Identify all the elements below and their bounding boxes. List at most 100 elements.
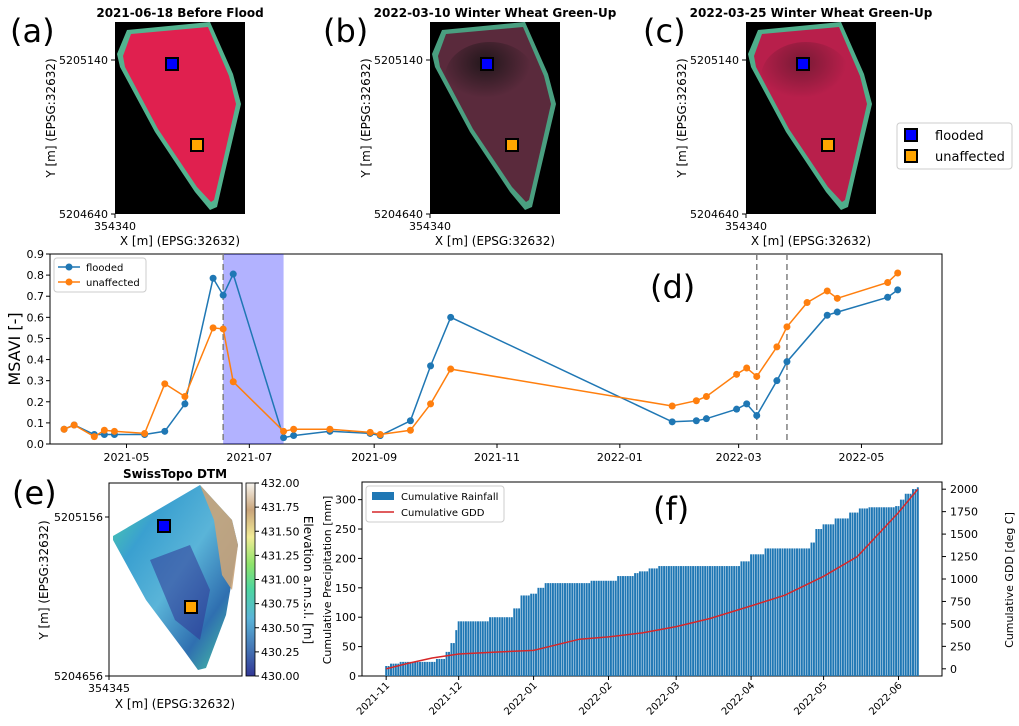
rainfall-bar (916, 487, 919, 676)
rainfall-bar (462, 621, 465, 676)
data-point-flooded (427, 362, 435, 370)
rainfall-bar (469, 621, 472, 676)
rainfall-bar (709, 566, 711, 676)
y-tick-label: 0.5 (27, 332, 45, 345)
rainfall-bar (573, 583, 576, 676)
point-legend: flooded unaffected (896, 122, 1013, 170)
rainfall-bar (460, 621, 463, 676)
flooded-marker (480, 57, 494, 71)
x-tick-label: 2021-09 (351, 451, 397, 464)
data-point-unaffected (326, 425, 334, 433)
rainfall-bar (457, 621, 460, 676)
rainfall-bar (701, 566, 704, 676)
x-tick-label: 2022-04 (720, 680, 757, 717)
rainfall-bar (655, 568, 658, 676)
rainfall-bar (568, 583, 571, 676)
x-tick-label: 2022-05 (792, 680, 829, 717)
rainfall-bar (530, 593, 533, 676)
rainfall-bar (547, 583, 550, 676)
y-tick-label: 200 (335, 552, 356, 565)
rainfall-bar (682, 566, 685, 676)
data-point-flooded (406, 417, 414, 425)
flood-period-span (223, 254, 284, 444)
rainfall-bar (764, 548, 767, 676)
data-point-unaffected (161, 380, 169, 388)
rainfall-bar (646, 571, 649, 676)
colorbar-tick-label: 430.25 (261, 646, 300, 659)
series-line-unaffected (63, 272, 899, 438)
y-tick-label: 0 (349, 670, 356, 683)
rainfall-bar (588, 583, 591, 676)
rainfall-bar (624, 576, 627, 676)
msavi-plot-area (49, 253, 943, 445)
data-point-flooded (229, 270, 237, 278)
rainfall-bar (433, 661, 436, 676)
data-point-unaffected (692, 397, 700, 405)
dtm-unaffected-marker (184, 600, 198, 614)
legend-label-flooded: flooded (935, 129, 984, 144)
data-point-flooded (823, 311, 831, 319)
data-point-unaffected (60, 425, 68, 433)
rainfall-bar (803, 548, 806, 676)
rainfall-bar (404, 661, 407, 676)
dtm-x-tick: 354345 (88, 682, 130, 695)
rainfall-bar (735, 566, 738, 676)
rainfall-bar (875, 507, 878, 676)
rainfall-bar (414, 661, 417, 676)
rainfall-bar (776, 548, 779, 676)
rainfall-bar (648, 568, 651, 676)
rainfall-bar (837, 518, 840, 676)
data-point-unaffected (290, 425, 298, 433)
legend-label-flooded: flooded (86, 263, 123, 274)
rainfall-bar (658, 566, 661, 676)
legend-swatch-flooded (904, 128, 918, 142)
x-tick-label: 2021-07 (226, 451, 272, 464)
data-point-flooded (219, 291, 227, 299)
y-tick-label: 5205140 (690, 54, 739, 67)
rainfall-bar (754, 554, 757, 676)
rainfall-bar (501, 617, 504, 676)
rainfall-bar (390, 663, 392, 676)
x-tick-label: 2022-03 (716, 451, 762, 464)
dtm-colorbar (245, 482, 256, 677)
rainfall-bar (740, 561, 743, 676)
rainfall-bar (493, 617, 496, 676)
rainfall-bar (525, 595, 528, 676)
rainfall-bar (704, 566, 707, 676)
data-point-flooded (209, 274, 217, 282)
y-tick-label: 50 (342, 641, 356, 654)
image-panels: (a) 2021-06-18 Before Flood 5205140 5204640… (10, 6, 933, 248)
dark-patch (445, 42, 535, 112)
rainfall-bar (585, 583, 588, 676)
field-canopy (123, 27, 236, 202)
rainfall-bar (728, 566, 731, 676)
data-point-flooded (181, 400, 189, 408)
colorbar-tick-label: 430.50 (261, 622, 300, 635)
rainfall-bar (856, 512, 859, 676)
data-point-unaffected (280, 427, 288, 435)
rainfall-bar (909, 493, 912, 676)
rainfall-bar (907, 493, 910, 676)
legend-label-unaffected: unaffected (86, 278, 140, 289)
rainfall-bar (510, 617, 513, 676)
point-legend-box (896, 122, 1013, 170)
panel-letter: (b) (323, 12, 368, 50)
rainfall-bar (518, 608, 521, 676)
x-tick-label: 2021-11 (355, 680, 392, 717)
rainfall-bar (829, 524, 832, 676)
y-tick-label: 5204640 (59, 208, 108, 221)
rainfall-bar (641, 571, 644, 676)
rainfall-bar (595, 580, 598, 676)
rainfall-bar (631, 576, 634, 676)
rainfall-bar (747, 561, 750, 676)
rainfall-bar (399, 661, 402, 676)
rainfall-bar (798, 548, 801, 676)
data-point-unaffected (894, 269, 902, 277)
rainfall-bar (602, 580, 605, 676)
dtm-ridge (200, 485, 238, 590)
rainfall-bar (687, 566, 690, 676)
y-tick-label: 300 (335, 494, 356, 507)
y-tick-label: 150 (335, 582, 356, 595)
rainfall-bar (614, 580, 617, 676)
x-tick-label: 354340 (409, 220, 451, 233)
